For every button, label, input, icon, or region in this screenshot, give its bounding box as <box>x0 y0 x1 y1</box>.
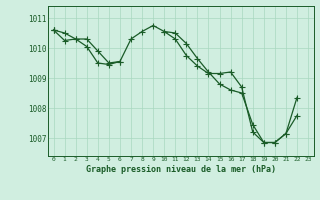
X-axis label: Graphe pression niveau de la mer (hPa): Graphe pression niveau de la mer (hPa) <box>86 165 276 174</box>
